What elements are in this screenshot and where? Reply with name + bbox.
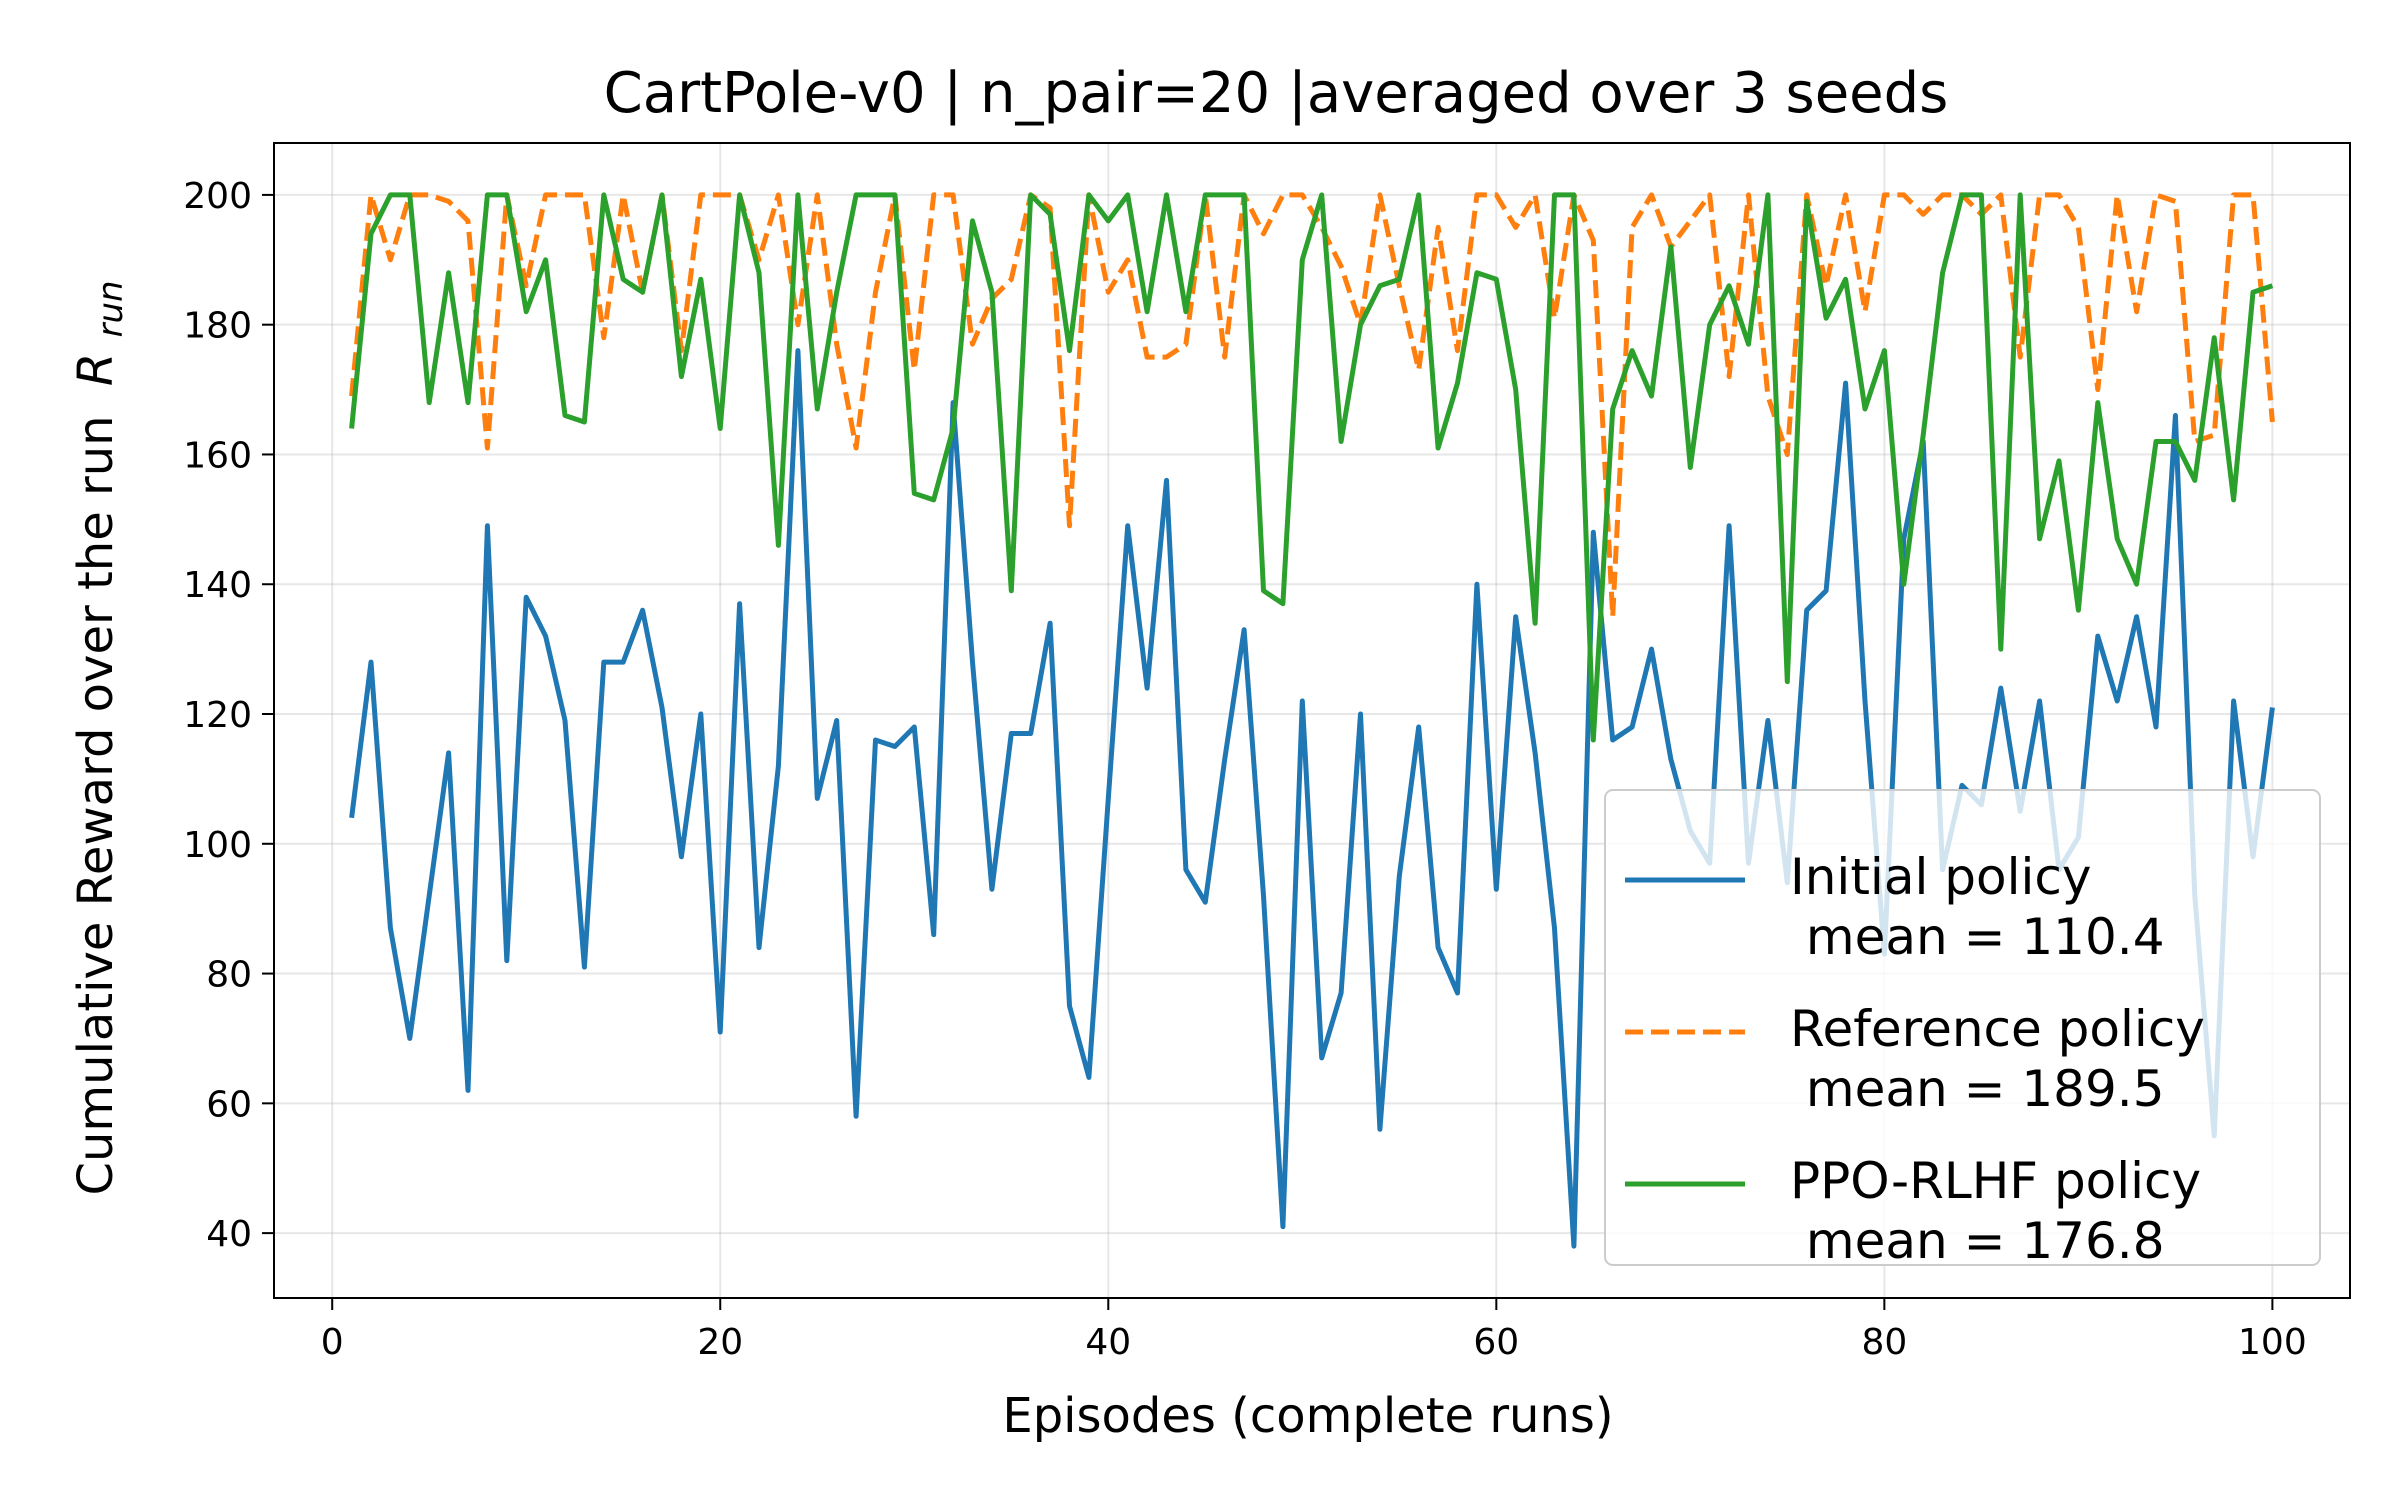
y-tick-label: 60 [206, 1084, 252, 1125]
y-axis-label: Cumulative Reward over the run R run [68, 280, 131, 1195]
legend-mean-2: mean = 189.5 [1790, 1060, 2165, 1118]
y-axis-label-text: Cumulative Reward over the run [68, 415, 124, 1195]
legend-mean-1: mean = 110.4 [1790, 908, 2165, 966]
y-tick-label: 200 [183, 176, 252, 217]
legend-label-2: Reference policy [1790, 1000, 2205, 1058]
y-axis-label-symbol: R [68, 353, 124, 386]
x-tick-label: 60 [1473, 1322, 1519, 1363]
y-axis-label-subscript: run [91, 280, 131, 337]
x-tick-label: 100 [2238, 1322, 2307, 1363]
x-tick-label: 0 [321, 1322, 344, 1363]
legend-mean-3: mean = 176.8 [1790, 1212, 2165, 1270]
plot-frame [273, 142, 2351, 1299]
chart-title: CartPole-v0 | n_pair=20 |averaged over 3… [604, 61, 1949, 126]
legend-box [1604, 789, 2321, 1266]
x-tick-label: 80 [1861, 1322, 1907, 1363]
y-tick-label: 180 [183, 306, 252, 347]
series-line-3 [349, 192, 2274, 743]
x-tick-label: 20 [697, 1322, 743, 1363]
x-tick-label: 40 [1085, 1322, 1131, 1363]
y-tick-label: 160 [183, 435, 252, 476]
x-axis-label: Episodes (complete runs) [1002, 1388, 1613, 1444]
tick-layer: 0 20 40 60 80 100 40 60 80 100 120 140 160 180 200 [183, 176, 2306, 1363]
y-tick-label: 100 [183, 825, 252, 866]
y-tick-label: 40 [206, 1214, 252, 1255]
y-tick-label: 120 [183, 695, 252, 736]
y-tick-label: 140 [183, 565, 252, 606]
legend-label-3: PPO-RLHF policy [1790, 1152, 2201, 1210]
legend-label-1: Initial policy [1790, 848, 2091, 906]
y-tick-label: 80 [206, 955, 252, 996]
legend: Initial policy mean = 110.4 Reference pol… [1604, 789, 2321, 1270]
